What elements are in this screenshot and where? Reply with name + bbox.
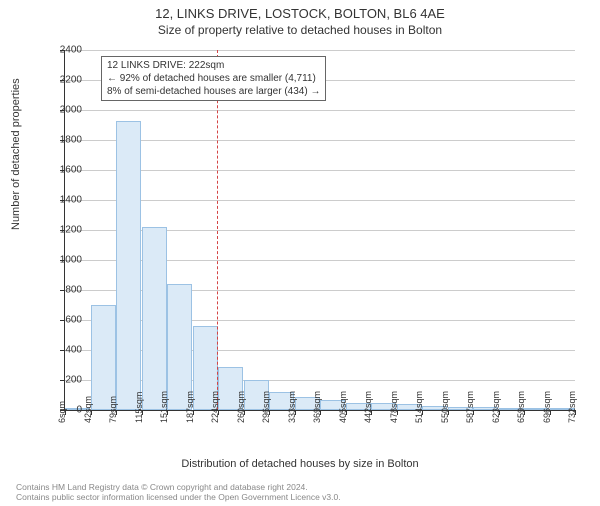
info-box-line: 8% of semi-detached houses are larger (4… <box>107 85 320 98</box>
y-tick-label: 400 <box>42 345 82 356</box>
page-title: 12, LINKS DRIVE, LOSTOCK, BOLTON, BL6 4A… <box>0 6 600 21</box>
chart-container: 12, LINKS DRIVE, LOSTOCK, BOLTON, BL6 4A… <box>0 6 600 506</box>
y-tick-label: 2400 <box>42 45 82 56</box>
y-tick-label: 200 <box>42 375 82 386</box>
info-box-line: 12 LINKS DRIVE: 222sqm <box>107 59 320 72</box>
footer-line: Contains public sector information licen… <box>16 492 341 502</box>
chart-area: 12 LINKS DRIVE: 222sqm← 92% of detached … <box>65 50 575 410</box>
histogram-bar <box>142 227 167 410</box>
subtitle: Size of property relative to detached ho… <box>0 23 600 37</box>
gridline <box>65 170 575 171</box>
y-tick-label: 1600 <box>42 165 82 176</box>
y-tick-label: 1800 <box>42 135 82 146</box>
histogram-bar <box>116 121 141 411</box>
x-axis-label: Distribution of detached houses by size … <box>0 458 600 470</box>
info-box-line: ← 92% of detached houses are smaller (4,… <box>107 72 320 85</box>
y-axis-label: Number of detached properties <box>10 78 22 230</box>
histogram-bar <box>91 305 116 410</box>
gridline <box>65 140 575 141</box>
info-box: 12 LINKS DRIVE: 222sqm← 92% of detached … <box>101 56 326 101</box>
y-tick-label: 800 <box>42 285 82 296</box>
gridline <box>65 200 575 201</box>
gridline <box>65 50 575 51</box>
y-tick-label: 600 <box>42 315 82 326</box>
y-tick-label: 2200 <box>42 75 82 86</box>
y-tick-label: 2000 <box>42 105 82 116</box>
footer-line: Contains HM Land Registry data © Crown c… <box>16 482 341 492</box>
y-tick-label: 1000 <box>42 255 82 266</box>
plot-region: 12 LINKS DRIVE: 222sqm← 92% of detached … <box>65 50 575 410</box>
gridline <box>65 110 575 111</box>
marker-line <box>217 50 218 410</box>
y-tick-label: 1400 <box>42 195 82 206</box>
y-tick-label: 1200 <box>42 225 82 236</box>
footer: Contains HM Land Registry data © Crown c… <box>16 482 341 502</box>
